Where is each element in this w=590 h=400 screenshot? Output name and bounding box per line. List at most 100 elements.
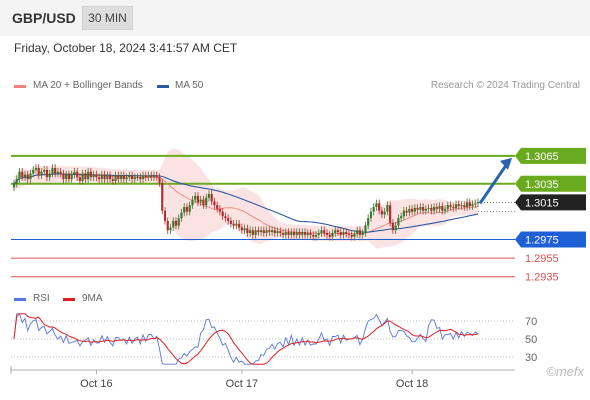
candle-body — [295, 232, 298, 235]
candle-body — [130, 175, 134, 180]
candle-body — [386, 205, 389, 212]
candle-body — [249, 230, 252, 234]
candle-body — [191, 199, 194, 206]
candle-body — [144, 175, 147, 178]
candle-body — [251, 230, 254, 235]
candle-body — [367, 218, 370, 226]
candle-body — [218, 208, 222, 212]
candle-body — [279, 231, 282, 234]
candle-body — [292, 232, 296, 235]
candle-body — [84, 173, 87, 180]
candle-body — [303, 232, 307, 235]
candle-body — [207, 193, 211, 198]
candle-body — [320, 230, 323, 234]
candle-body — [119, 175, 123, 180]
candle-body — [257, 230, 260, 233]
candle-body — [152, 175, 156, 178]
rsi-legend-swatch — [14, 298, 26, 301]
candle-body — [136, 177, 139, 179]
candle-body — [432, 207, 436, 211]
candle-body — [284, 232, 287, 235]
candle-body — [336, 230, 340, 233]
candle-body — [443, 208, 447, 211]
candle-body — [265, 230, 268, 234]
symbol-label: GBP/USD — [12, 10, 76, 26]
candle-body — [380, 210, 384, 215]
candle-body — [281, 233, 285, 235]
candle-body — [240, 227, 243, 231]
candle-body — [202, 199, 205, 206]
candle-body — [476, 202, 480, 204]
candle-body — [62, 173, 65, 180]
rsi-line — [13, 313, 479, 365]
candle-body — [125, 177, 128, 180]
ma9-legend-label: 9MA — [82, 293, 103, 304]
candle-body — [108, 175, 112, 180]
candle-body — [301, 232, 304, 235]
candle-body — [342, 232, 345, 235]
candle-body — [309, 233, 312, 235]
candle-body — [358, 230, 362, 235]
level-label-1.2955: 1.2955 — [525, 253, 559, 265]
candle-body — [232, 223, 235, 226]
candle-body — [325, 233, 329, 235]
candle-body — [438, 206, 441, 209]
candle-body — [216, 205, 219, 209]
candle-body — [158, 177, 161, 183]
candle-body — [133, 177, 136, 180]
level-label-1.3035: 1.3035 — [525, 179, 559, 191]
candle-body — [394, 225, 397, 231]
candle-body — [15, 179, 18, 184]
level-label-1.2975: 1.2975 — [525, 235, 559, 247]
candle-body — [430, 207, 433, 211]
candle-body — [100, 174, 103, 180]
candle-body — [238, 223, 241, 228]
candle-body — [454, 204, 458, 208]
ma20-legend-swatch — [14, 85, 26, 88]
rsi-tick-50: 50 — [525, 334, 537, 346]
candle-body — [312, 234, 315, 237]
candle-body — [43, 169, 46, 172]
candle-body — [375, 203, 378, 207]
candle-body — [435, 207, 438, 209]
candle-body — [199, 199, 202, 203]
rsi-ma9-line — [13, 313, 479, 365]
candle-body — [221, 211, 224, 217]
x-label-Oct 18: Oct 18 — [396, 378, 428, 390]
candle-body — [276, 231, 279, 234]
candle-body — [306, 233, 309, 235]
price-tag — [515, 194, 586, 211]
candle-body — [114, 175, 117, 181]
candle-body — [350, 234, 353, 237]
candle-body — [421, 207, 425, 211]
candle-body — [12, 183, 16, 188]
candle-body — [287, 232, 290, 235]
candle-body — [210, 193, 213, 202]
candle-body — [353, 233, 356, 237]
candle-body — [314, 234, 318, 237]
candle-body — [73, 171, 76, 175]
ma9-legend-swatch — [63, 298, 75, 301]
candle-body — [155, 175, 158, 178]
candle-body — [416, 207, 419, 210]
candle-body — [21, 171, 24, 178]
level-tag-1.3035 — [515, 175, 586, 192]
candle-body — [78, 177, 81, 181]
candle-body — [331, 233, 334, 237]
candle-body — [183, 207, 186, 213]
candle-body — [166, 220, 169, 231]
candle-body — [48, 173, 51, 178]
price-tag-label: 1.3015 — [525, 197, 559, 209]
candle-body — [246, 228, 249, 234]
candle-body — [40, 171, 43, 176]
candle-body — [391, 222, 394, 231]
candle-body — [67, 174, 71, 180]
candle-body — [411, 208, 414, 212]
candle-body — [106, 175, 109, 180]
candle-body — [37, 167, 40, 176]
candle-body — [177, 218, 180, 226]
timeframe-button[interactable]: 30 MIN — [82, 6, 133, 30]
candle-body — [356, 230, 359, 234]
candle-body — [98, 177, 101, 180]
